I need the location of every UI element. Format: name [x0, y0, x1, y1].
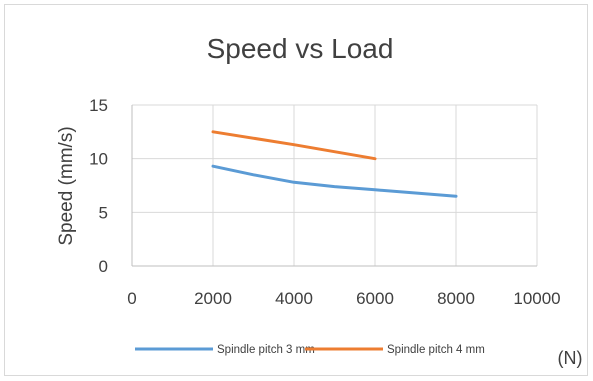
y-tick-label: 5 [99, 203, 108, 222]
x-tick-label: 6000 [356, 289, 394, 308]
series-line-2 [211, 130, 377, 161]
axes [131, 105, 537, 267]
gridlines [132, 104, 538, 266]
x-tick-label: 8000 [437, 289, 475, 308]
x-tick-label: 4000 [275, 289, 313, 308]
y-tick-label: 15 [89, 96, 108, 115]
chart-title: Speed vs Load [207, 33, 394, 64]
x-tick-label: 0 [127, 289, 136, 308]
series-lines [211, 130, 458, 198]
legend-label-2: Spindle pitch 4 mm [387, 344, 485, 356]
chart-frame [4, 4, 588, 376]
legend: Spindle pitch 3 mm Spindle pitch 4 mm [135, 344, 485, 356]
series-line-1 [211, 164, 458, 198]
legend-label-1: Spindle pitch 3 mm [217, 344, 315, 356]
x-tick-label: 2000 [194, 289, 232, 308]
tick-labels: 0 5 10 15 0 2000 4000 6000 8000 10000 [89, 96, 561, 308]
x-tick-label: 10000 [513, 289, 560, 308]
x-axis-unit-label: (N) [558, 348, 583, 368]
y-tick-label: 10 [89, 150, 108, 169]
y-axis-label: Speed (mm/s) [56, 126, 77, 245]
y-tick-label: 0 [99, 257, 108, 276]
